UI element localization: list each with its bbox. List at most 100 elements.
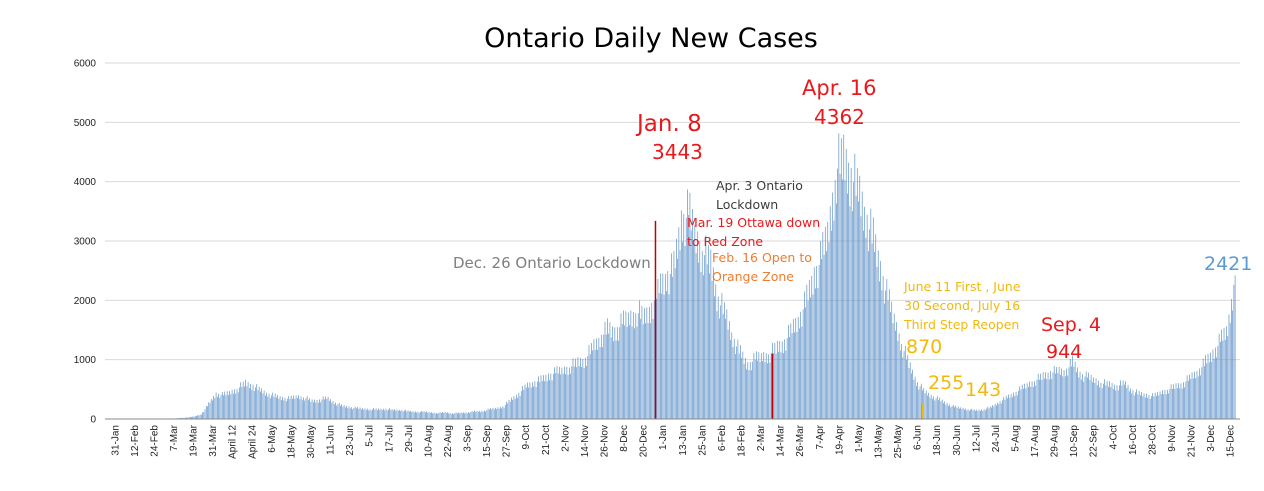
bar (193, 416, 195, 419)
bar (309, 398, 310, 419)
bar (792, 319, 794, 419)
bar (587, 355, 589, 419)
bar (856, 168, 858, 419)
bar (508, 399, 510, 419)
bar (317, 402, 319, 419)
bar (438, 412, 440, 419)
bar (486, 410, 488, 419)
bar (1014, 395, 1016, 419)
bar (896, 322, 898, 419)
bar (1191, 372, 1193, 419)
bar (306, 396, 308, 419)
bar (586, 365, 587, 419)
bar (647, 323, 649, 419)
bar (496, 409, 498, 419)
bar (1192, 378, 1194, 419)
bar (220, 394, 222, 419)
bar (429, 412, 431, 419)
bar (956, 407, 958, 419)
bar (287, 398, 288, 419)
bar (902, 357, 904, 419)
bar (578, 366, 580, 419)
bar (984, 410, 986, 419)
bar (648, 306, 650, 419)
bar (913, 379, 915, 419)
bar (584, 357, 586, 419)
bar (1186, 375, 1188, 419)
bar (421, 410, 422, 419)
bar (900, 350, 901, 419)
bar (890, 312, 891, 419)
bar (264, 395, 266, 419)
bar (1062, 376, 1064, 419)
bar (939, 397, 941, 419)
y-tick-label: 4000 (74, 177, 97, 188)
bar (325, 396, 326, 419)
bar (252, 384, 254, 419)
bar (544, 381, 546, 419)
bar (459, 413, 461, 419)
bar (395, 410, 397, 419)
bar (1039, 379, 1040, 419)
bar (577, 357, 579, 419)
bar (1148, 394, 1150, 419)
x-tick-label: 16-Oct (1128, 425, 1139, 455)
x-tick-label: 29-Jul (404, 425, 415, 452)
bar (748, 370, 750, 419)
bar (269, 398, 271, 419)
bar (196, 416, 197, 419)
bar (342, 406, 344, 419)
bar (1112, 388, 1114, 419)
bar (532, 382, 533, 419)
bar (1184, 387, 1185, 419)
bar (693, 245, 694, 419)
bar (639, 300, 640, 419)
bar (1083, 381, 1085, 419)
bar (293, 395, 294, 419)
chart-title: Ontario Daily New Cases (484, 23, 818, 54)
bar (641, 306, 643, 419)
bar (1105, 385, 1107, 419)
bar (689, 192, 691, 419)
bar (346, 405, 347, 419)
bar (838, 133, 840, 420)
bar (966, 410, 968, 419)
x-tick-label: 2-Nov (560, 425, 571, 452)
bar (784, 339, 786, 419)
bar (631, 326, 633, 419)
bar (946, 402, 948, 419)
bar (472, 411, 474, 419)
bar (726, 309, 728, 419)
bar (829, 206, 831, 419)
bar (888, 289, 890, 419)
bar (396, 409, 398, 419)
bar (824, 226, 826, 419)
bar (373, 408, 374, 419)
bar (1114, 384, 1115, 419)
bar (850, 168, 852, 419)
bar (523, 389, 525, 419)
bar (752, 361, 754, 419)
bar (759, 361, 761, 419)
bar (471, 410, 473, 419)
x-tick-label: 20-Dec (639, 425, 650, 457)
bar (335, 402, 336, 419)
bar (330, 399, 331, 419)
bar (322, 396, 324, 419)
bar (1146, 393, 1147, 419)
bar (278, 398, 280, 419)
bar (1009, 397, 1011, 419)
bar (1126, 388, 1128, 419)
bar (326, 398, 328, 419)
bar (918, 389, 920, 419)
bar (482, 411, 484, 419)
bar (822, 232, 824, 419)
bar (945, 404, 947, 419)
bar (1195, 378, 1197, 419)
bar (1197, 376, 1199, 419)
bar (357, 407, 358, 419)
bar (783, 353, 784, 419)
bar (1221, 329, 1222, 419)
bar (1079, 371, 1081, 419)
bar (973, 409, 975, 419)
